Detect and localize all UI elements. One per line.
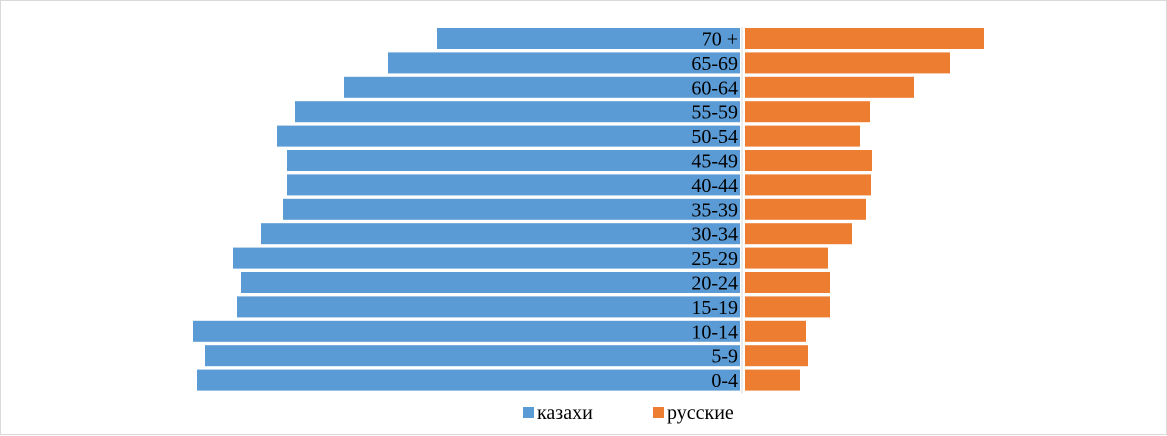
bar-left-30-34 — [261, 223, 740, 245]
bar-right-35-39 — [745, 198, 866, 220]
bar-left-45-49 — [287, 150, 740, 171]
bar-left-10-14 — [193, 320, 740, 342]
bar-left-40-44 — [287, 174, 740, 196]
bar-left-0-4 — [197, 369, 740, 391]
bar-right-55-59 — [745, 101, 870, 123]
category-label-25-29: 25-29 — [691, 248, 738, 270]
bar-right-5-9 — [745, 345, 808, 367]
category-label-30-34: 30-34 — [691, 224, 738, 246]
category-label-15-19: 15-19 — [691, 297, 738, 319]
category-label-40-44: 40-44 — [691, 175, 738, 197]
bar-left-35-39 — [283, 198, 740, 220]
bar-left-20-24 — [241, 272, 740, 293]
legend: казахи русские — [523, 402, 734, 424]
category-label-45-49: 45-49 — [691, 151, 738, 173]
bar-right-20-24 — [745, 272, 830, 293]
bar-right-65-69 — [745, 52, 950, 74]
bar-left-50-54 — [277, 125, 740, 147]
category-label-0-4: 0-4 — [711, 370, 738, 392]
bar-left-5-9 — [205, 345, 740, 367]
bar-left-15-19 — [237, 296, 740, 318]
legend-swatch-kazakhs — [523, 407, 534, 418]
bar-right-70plus — [745, 28, 984, 49]
legend-label-kazakhs: казахи — [537, 402, 593, 424]
category-label-55-59: 55-59 — [691, 102, 738, 124]
legend-label-russians: русские — [667, 402, 734, 424]
category-label-50-54: 50-54 — [691, 126, 738, 148]
bar-right-50-54 — [745, 125, 860, 147]
bar-right-10-14 — [745, 320, 806, 342]
category-label-60-64: 60-64 — [691, 77, 738, 99]
category-label-10-14: 10-14 — [691, 321, 738, 343]
legend-swatch-russians — [653, 407, 664, 418]
bar-left-60-64 — [344, 76, 740, 98]
bar-left-70plus — [437, 28, 740, 49]
bar-right-15-19 — [745, 296, 830, 318]
category-label-70plus: 70 + — [702, 29, 738, 51]
bar-left-55-59 — [295, 101, 740, 123]
bar-right-40-44 — [745, 174, 871, 196]
category-label-5-9: 5-9 — [711, 346, 738, 368]
bar-left-25-29 — [233, 247, 740, 269]
category-label-35-39: 35-39 — [691, 199, 738, 221]
bar-right-30-34 — [745, 223, 852, 245]
bar-left-65-69 — [388, 52, 740, 74]
bar-right-25-29 — [745, 247, 828, 269]
category-label-65-69: 65-69 — [691, 53, 738, 75]
bar-right-0-4 — [745, 369, 800, 391]
category-label-20-24: 20-24 — [691, 273, 738, 295]
bar-right-45-49 — [745, 150, 872, 171]
bar-right-60-64 — [745, 76, 914, 98]
bars-layer — [193, 28, 984, 391]
